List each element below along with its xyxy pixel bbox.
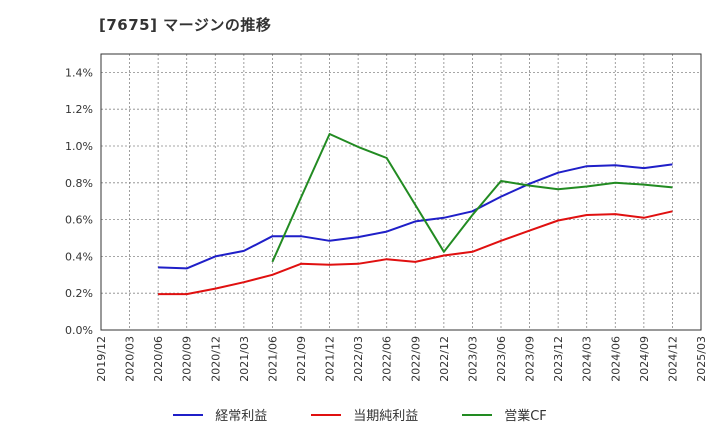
grid-layer <box>101 54 701 330</box>
x-tick-label: 2023/06 <box>495 336 508 382</box>
x-tick-label: 2021/09 <box>295 336 308 382</box>
legend-item: 当期純利益 <box>311 405 418 424</box>
x-tick-label: 2023/12 <box>552 336 565 382</box>
x-tick-label: 2021/06 <box>266 336 279 382</box>
series-layer <box>158 133 673 296</box>
y-tick-label: 0.8% <box>65 177 93 190</box>
legend-swatch <box>462 413 493 416</box>
x-tick-label: 2022/12 <box>438 336 451 382</box>
legend-label: 当期純利益 <box>353 409 419 424</box>
legend-label: 経常利益 <box>215 409 268 424</box>
x-tick-label: 2024/12 <box>666 336 679 382</box>
y-tick-label: 0.0% <box>65 324 93 337</box>
x-tick-label: 2020/09 <box>181 336 194 382</box>
series-line <box>271 133 673 263</box>
x-tick-label: 2020/06 <box>152 336 165 382</box>
y-tick-label: 1.4% <box>65 66 93 79</box>
y-tick-label: 0.6% <box>65 214 93 227</box>
chart-title: [7675] マージンの推移 <box>99 16 272 34</box>
x-tick-label: 2020/03 <box>124 336 137 382</box>
x-tick-label: 2022/09 <box>409 336 422 382</box>
x-tick-label: 2021/03 <box>238 336 251 382</box>
legend-swatch <box>311 413 342 416</box>
legend-item: 営業CF <box>462 405 547 424</box>
legend-label: 営業CF <box>504 409 547 424</box>
x-tick-label: 2020/12 <box>209 336 222 382</box>
x-tick-label: 2022/03 <box>352 336 365 382</box>
legend: 経常利益 当期純利益 営業CF <box>0 405 720 424</box>
legend-swatch <box>173 413 204 416</box>
y-tick-label: 0.4% <box>65 250 93 263</box>
series-line <box>158 163 673 270</box>
x-tick-label: 2025/03 <box>695 336 708 382</box>
plot-frame <box>100 53 702 331</box>
y-tick-label: 1.0% <box>65 140 93 153</box>
x-tick-label: 2023/03 <box>466 336 479 382</box>
x-tick-label: 2022/06 <box>381 336 394 382</box>
x-tick-label: 2023/09 <box>524 336 537 382</box>
y-tick-label: 0.2% <box>65 287 93 300</box>
x-tick-label: 2024/06 <box>609 336 622 382</box>
x-tick-label: 2021/12 <box>324 336 337 382</box>
y-tick-label: 1.2% <box>65 103 93 116</box>
x-axis-ticks: 2019/12 2020/03 2020/06 2020/09 2020/12 2021/… <box>95 336 708 382</box>
y-axis-ticks: 0.0% 0.2% 0.4% 0.6% 0.8% 1.0% 1.2% 1.4% <box>65 66 93 337</box>
legend-item: 経常利益 <box>173 405 267 424</box>
x-tick-label: 2024/09 <box>638 336 651 382</box>
x-tick-label: 2019/12 <box>95 336 108 382</box>
x-tick-label: 2024/03 <box>581 336 594 382</box>
series-line <box>158 210 673 296</box>
